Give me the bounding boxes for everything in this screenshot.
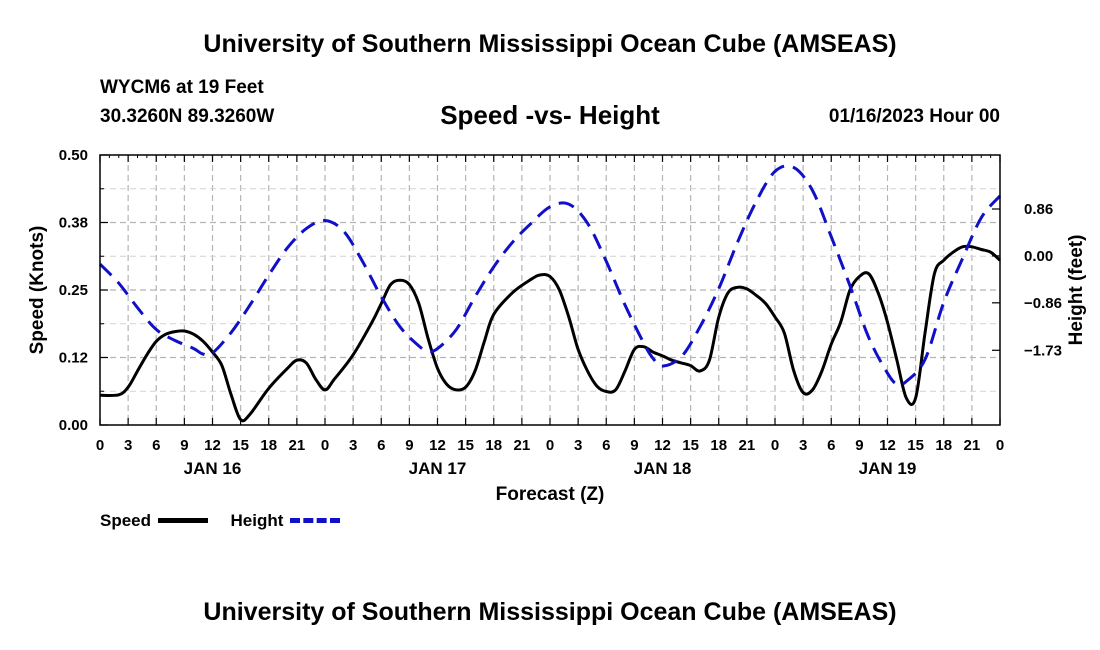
legend-speed-swatch [157,518,208,524]
series-line-height [98,164,1002,387]
x-tick-label: 15 [907,437,924,454]
x-tick-label: 6 [377,437,385,454]
x-tick-label: 3 [349,437,357,454]
x-tick-label: 3 [799,437,807,454]
station-label: WYCM6 at 19 Feet [100,77,264,98]
x-tick-label: 0 [996,437,1004,454]
x-tick-label: 21 [739,437,756,454]
series-line-speed [99,244,1002,423]
grid-lines [100,155,1000,425]
y-left-tick-label: 0.00 [59,417,88,434]
x-tick-label: 12 [879,437,896,454]
chart-subtitle: Speed -vs- Height [440,100,660,130]
x-tick-label: 3 [124,437,132,454]
chart-title: University of Southern Mississippi Ocean… [203,30,897,58]
axis-ticks [99,154,1001,426]
x-tick-label: 9 [855,437,863,454]
x-tick-label: 21 [289,437,306,454]
x-tick-label: 6 [152,437,160,454]
x-tick-label: 0 [546,437,554,454]
legend-height-swatch [290,518,341,524]
y-right-tick-label: −0.86 [1024,295,1062,312]
day-label: JAN 17 [409,459,467,478]
series-lines [98,164,1002,423]
x-tick-label: 18 [260,437,277,454]
x-tick-label: 0 [321,437,329,454]
x-tick-label: 12 [654,437,671,454]
day-label: JAN 18 [634,459,692,478]
legend-height-label: Height [230,510,284,530]
y-right-tick-label: 0.00 [1024,248,1053,265]
y-left-axis-title: Speed (Knots) [27,226,48,355]
x-tick-label: 15 [682,437,699,454]
x-tick-label: 21 [514,437,531,454]
footer-title: University of Southern Mississippi Ocean… [203,598,897,626]
legend: Speed Height [100,510,341,531]
x-tick-label: 0 [771,437,779,454]
x-tick-label: 18 [935,437,952,454]
station-coordinates: 30.3260N 89.3260W [100,106,275,127]
x-tick-label: 0 [96,437,104,454]
x-tick-label: 18 [710,437,727,454]
day-label: JAN 19 [859,459,917,478]
y-left-tick-label: 0.50 [59,147,88,164]
x-tick-label: 9 [180,437,188,454]
x-tick-label: 15 [232,437,249,454]
x-axis-title: Forecast (Z) [496,484,605,505]
x-tick-label: 12 [204,437,221,454]
x-tick-label: 9 [630,437,638,454]
x-tick-label: 21 [964,437,981,454]
y-left-tick-label: 0.38 [59,215,88,232]
legend-speed-label: Speed [100,510,152,530]
y-right-tick-label: −1.73 [1024,342,1062,359]
y-left-tick-label: 0.25 [59,282,88,299]
x-tick-label: 6 [827,437,835,454]
x-tick-label: 6 [602,437,610,454]
x-tick-label: 3 [574,437,582,454]
y-left-tick-label: 0.12 [59,350,88,367]
day-label: JAN 16 [184,459,242,478]
axis-labels: 0 3 6 9 12 15 18 21 0 3 6 9 12 15 18 21 0 3 6 9 12 15 18 21 0 3 6 9… [27,147,1087,505]
x-tick-label: 15 [457,437,474,454]
y-right-axis-title: Height (feet) [1066,235,1087,346]
forecast-date: 01/16/2023 Hour 00 [828,106,1000,127]
x-tick-label: 18 [485,437,502,454]
x-tick-label: 9 [405,437,413,454]
x-tick-label: 12 [429,437,446,454]
y-right-tick-label: 0.86 [1024,201,1053,218]
